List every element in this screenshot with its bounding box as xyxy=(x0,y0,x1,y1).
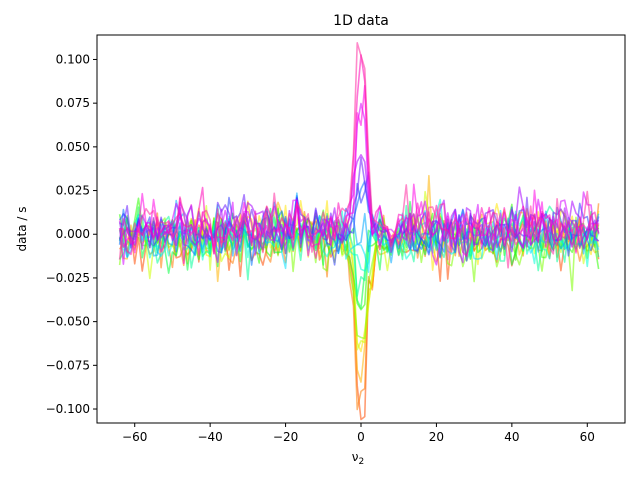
x-tick-label: −40 xyxy=(197,430,222,444)
y-tick-label: −0.050 xyxy=(46,315,90,329)
chart-title: 1D data xyxy=(333,13,389,29)
x-tick-label: 40 xyxy=(504,430,519,444)
y-tick-label: −0.075 xyxy=(46,358,90,372)
y-axis-label: data / s xyxy=(15,207,29,252)
series-layer xyxy=(118,42,600,421)
y-tick-label: 0.025 xyxy=(56,184,90,198)
series-line xyxy=(118,153,600,264)
x-tick-label: −20 xyxy=(273,430,298,444)
y-tick-label: 0.000 xyxy=(56,227,90,241)
x-tick-label: 20 xyxy=(429,430,444,444)
y-tick-label: 0.100 xyxy=(56,52,90,66)
y-tick-label: 0.075 xyxy=(56,96,90,110)
x-axis-label-main: ν xyxy=(352,450,359,464)
y-tick-label: −0.100 xyxy=(46,402,90,416)
x-tick-label: −60 xyxy=(122,430,147,444)
x-axis-label-sub: 2 xyxy=(358,457,364,467)
series-line xyxy=(118,85,600,265)
y-tick-label: −0.025 xyxy=(46,271,90,285)
y-tick-label: 0.050 xyxy=(56,140,90,154)
y-axis: −0.100 −0.075 −0.050 −0.025 0.000 0.025 0.050 0… xyxy=(46,52,97,416)
x-axis-label: ν2 xyxy=(352,450,364,467)
series-line xyxy=(118,102,599,266)
x-axis: −60 −40 −20 0 20 40 60 xyxy=(122,423,595,444)
x-tick-label: 60 xyxy=(580,430,595,444)
x-tick-label: 0 xyxy=(357,430,365,444)
series-line xyxy=(119,54,600,259)
series-line xyxy=(118,42,599,269)
